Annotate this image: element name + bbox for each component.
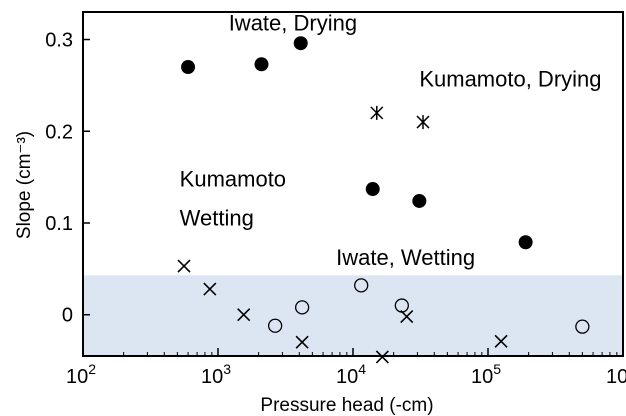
- filled-circle-point: [518, 235, 533, 250]
- open-circle-point: [354, 278, 369, 293]
- x-tick-label: 106: [606, 361, 626, 388]
- filled-circle-point: [293, 36, 308, 51]
- open-circle-point: [294, 300, 310, 315]
- x-axis-title: Pressure head (-cm): [260, 395, 433, 416]
- open-circle-point: [394, 298, 409, 313]
- filled-circle-point: [254, 57, 269, 72]
- y-tick-label: 0: [62, 305, 73, 327]
- y-axis-ticks: 0 0.1 0.2 0.3: [45, 30, 90, 327]
- data-points: [177, 36, 590, 364]
- annotation-label: Wetting: [180, 206, 254, 231]
- y-tick-label: 0.1: [45, 213, 73, 235]
- annotation-label: Kumamoto, Drying: [419, 66, 601, 91]
- cross-point: [494, 334, 508, 348]
- cross-point: [177, 259, 191, 273]
- annotation-label: Kumamoto: [180, 166, 286, 191]
- annotation-label: Iwate, Wetting: [336, 245, 475, 270]
- open-circle-point: [267, 318, 283, 333]
- cross-point: [295, 335, 309, 349]
- cross-point: [203, 282, 217, 296]
- annotation-label: Iwate, Drying: [229, 10, 357, 35]
- x-tick-label: 105: [471, 361, 501, 388]
- shaded-band: [83, 275, 623, 356]
- y-tick-label: 0.3: [45, 30, 73, 52]
- filled-circle-point: [412, 193, 427, 208]
- x-tick-label: 104: [336, 361, 366, 388]
- cross-point: [237, 308, 251, 322]
- asterisk-point: [416, 115, 430, 130]
- x-tick-label: 103: [201, 361, 231, 388]
- x-axis-ticks: 102 103 104 105 106: [66, 348, 626, 388]
- x-tick-label: 102: [66, 361, 96, 388]
- y-tick-label: 0.2: [45, 121, 73, 143]
- filled-circle-point: [181, 60, 196, 75]
- filled-circle-point: [365, 182, 380, 197]
- open-circle-point: [575, 319, 590, 334]
- annotations: Iwate, Drying Kumamoto, Drying Kumamoto Wet…: [180, 10, 602, 270]
- cross-point: [375, 350, 389, 364]
- asterisk-point: [370, 105, 384, 120]
- y-axis-title: Slope (cm⁻³): [14, 131, 35, 239]
